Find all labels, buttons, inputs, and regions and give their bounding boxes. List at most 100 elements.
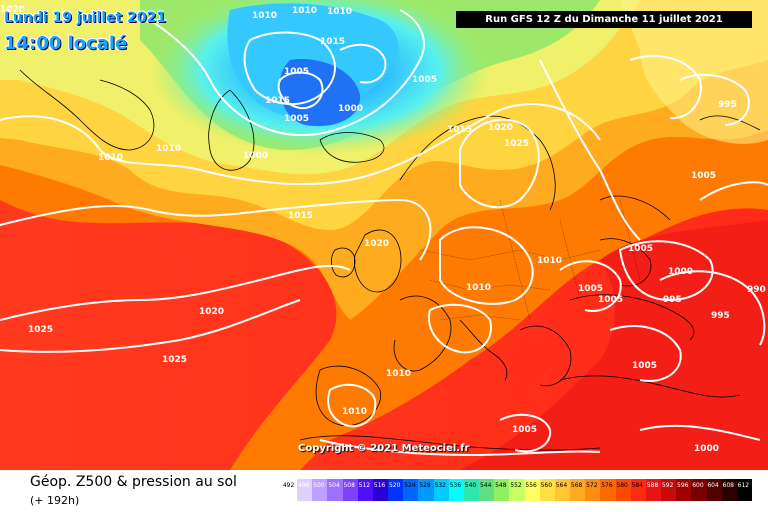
legend-label: 556 — [525, 482, 537, 489]
legend-swatch — [736, 479, 753, 501]
legend-swatch — [524, 479, 541, 501]
legend-label: 492 — [282, 482, 295, 489]
legend-swatch — [312, 479, 328, 501]
legend-label: 596 — [677, 482, 689, 489]
legend-swatch — [585, 479, 601, 501]
legend-label: 516 — [373, 482, 386, 489]
legend-swatch — [630, 479, 647, 501]
isobar-label: 995 — [663, 295, 682, 305]
legend-swatch — [463, 479, 480, 501]
legend-label: 528 — [419, 482, 431, 489]
isobar-label: 1005 — [691, 171, 716, 181]
isobar-label: 1015 — [320, 37, 345, 47]
isobar-label: 1005 — [284, 67, 309, 77]
isobar-label: 1010 — [386, 369, 411, 379]
isobar-label: 1025 — [504, 139, 529, 149]
legend-swatch — [342, 479, 359, 501]
legend-label: 552 — [510, 482, 522, 489]
legend-label: 584 — [631, 482, 643, 489]
isobar-label: 1000 — [694, 444, 719, 454]
legend-swatch — [282, 479, 298, 501]
isobar-label: 1000 — [338, 104, 363, 114]
isobar-label: 1010 — [342, 407, 367, 417]
legend-swatch — [479, 479, 495, 501]
weather-map-svg: 1020 1010 1010 1010 1015 1005 1015 1000 … — [0, 0, 768, 470]
legend-swatch — [403, 479, 419, 501]
isobar-label: 1005 — [284, 114, 309, 124]
footer-bar: Géop. Z500 & pression au sol (+ 192h) 49… — [0, 470, 768, 512]
legend-label: 532 — [434, 482, 446, 489]
legend-label: 580 — [616, 482, 628, 489]
isobar-label: 1010 — [156, 144, 181, 154]
legend-label: 500 — [313, 482, 325, 489]
isobar-label: 1005 — [512, 425, 537, 435]
isobar-label: 1020 — [488, 123, 513, 133]
legend-label: 512 — [358, 482, 371, 489]
country-borders — [419, 199, 641, 321]
isobar-label: 1015 — [265, 96, 290, 106]
legend-swatch — [706, 479, 723, 501]
legend-swatch — [676, 479, 692, 501]
copyright-text: Copyright © 2021 Meteociel.fr — [298, 443, 470, 454]
legend-swatch — [494, 479, 510, 501]
legend-label: 560 — [540, 482, 553, 489]
isobar-label: 1005 — [412, 75, 437, 85]
legend-label: 520 — [388, 482, 401, 489]
isobar-label: 1010 — [466, 283, 491, 293]
color-scale-legend: 492 496 500 504 508 512 516 520 524 528 532 536 540 5… — [282, 479, 753, 501]
isobar-label: 1025 — [28, 325, 53, 335]
forecast-date-title: Lundi 19 juillet 2021 — [4, 10, 167, 26]
legend-swatch — [448, 479, 465, 501]
legend-swatch — [357, 479, 374, 501]
legend-swatch — [539, 479, 556, 501]
isobar-label: 1005 — [628, 244, 653, 254]
isobar-label: 1020 — [199, 307, 224, 317]
isobar-label: 1025 — [162, 355, 187, 365]
z500-deep-red-east — [460, 220, 768, 470]
legend-label: 564 — [555, 482, 568, 489]
isobar-label: 1005 — [632, 361, 657, 371]
legend-swatch — [570, 479, 586, 501]
legend-label: 548 — [495, 482, 507, 489]
legend-label: 612 — [737, 482, 750, 489]
legend-swatch — [509, 479, 526, 501]
legend-label: 608 — [722, 482, 734, 489]
isobar-label: 1015 — [288, 211, 313, 221]
isobar-label: 1015 — [447, 125, 472, 135]
legend-swatch — [418, 479, 435, 501]
legend-swatch — [645, 479, 662, 501]
forecast-range-subtitle: (+ 192h) — [30, 494, 80, 507]
isobars — [0, 9, 768, 457]
isobar-label: 1005 — [578, 284, 603, 294]
map-area: 1020 1010 1010 1010 1015 1005 1015 1000 … — [0, 0, 768, 470]
map-parameter-title: Géop. Z500 & pression au sol — [30, 474, 237, 490]
isobar-label: 1010 — [98, 153, 123, 163]
forecast-time-title: 14:00 localé — [4, 33, 128, 54]
legend-label: 592 — [661, 482, 674, 489]
z500-blue-core — [279, 59, 361, 127]
legend-swatch — [615, 479, 632, 501]
legend-label: 568 — [570, 482, 583, 489]
isobar-label: 995 — [718, 100, 737, 110]
isobar-label: 1005 — [598, 295, 623, 305]
legend-swatch — [721, 479, 738, 501]
legend-label: 504 — [328, 482, 340, 489]
isobar-labels: 1020 1010 1010 1010 1015 1005 1015 1000 … — [0, 5, 766, 454]
legend-swatch — [691, 479, 707, 501]
legend-swatch — [297, 479, 313, 501]
isobar-label: 1020 — [364, 239, 389, 249]
legend-label: 508 — [343, 482, 355, 489]
legend-label: 540 — [464, 482, 477, 489]
isobar-label: 1010 — [292, 6, 317, 16]
isobar-label: 995 — [711, 311, 730, 321]
legend-swatch — [433, 479, 450, 501]
legend-label: 604 — [707, 482, 719, 489]
legend-swatch — [388, 479, 404, 501]
legend-label: 536 — [449, 482, 462, 489]
legend-swatch — [600, 479, 617, 501]
legend-label: 524 — [404, 482, 416, 489]
legend-label: 544 — [479, 482, 492, 489]
legend-label: 588 — [646, 482, 659, 489]
isobar-label: 990 — [747, 285, 766, 295]
